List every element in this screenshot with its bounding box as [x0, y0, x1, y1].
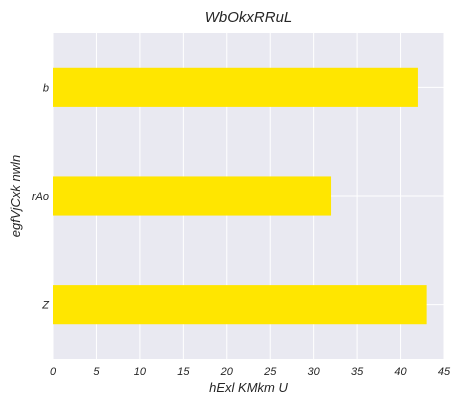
x-tick-label: 10	[134, 366, 147, 378]
x-tick-label: 25	[263, 366, 277, 378]
bar-Z	[53, 285, 427, 325]
y-tick-label: b	[43, 82, 49, 94]
bar-rAo	[53, 176, 332, 216]
x-tick-label: 35	[351, 366, 364, 378]
x-tick-label: 40	[394, 366, 407, 378]
bars	[53, 67, 427, 325]
chart-title: WbOkxRRuL	[205, 9, 293, 26]
x-tick-label: 5	[93, 366, 100, 378]
x-tick-label: 45	[438, 366, 451, 378]
y-tick-labels: b rAo Z	[32, 82, 50, 311]
x-tick-label: 15	[177, 366, 190, 378]
x-tick-labels: 0 5 10 15 20 25 30 35 40 45	[50, 366, 451, 378]
y-tick-label: Z	[41, 300, 50, 312]
y-axis-label: egfVjCxk nwln	[8, 155, 23, 237]
x-tick-label: 0	[50, 366, 57, 378]
bar-b	[53, 67, 418, 107]
x-axis-label: hExl KMkm U	[209, 380, 288, 395]
x-tick-label: 30	[308, 366, 321, 378]
y-tick-label: rAo	[32, 191, 49, 203]
x-tick-label: 20	[220, 366, 234, 378]
